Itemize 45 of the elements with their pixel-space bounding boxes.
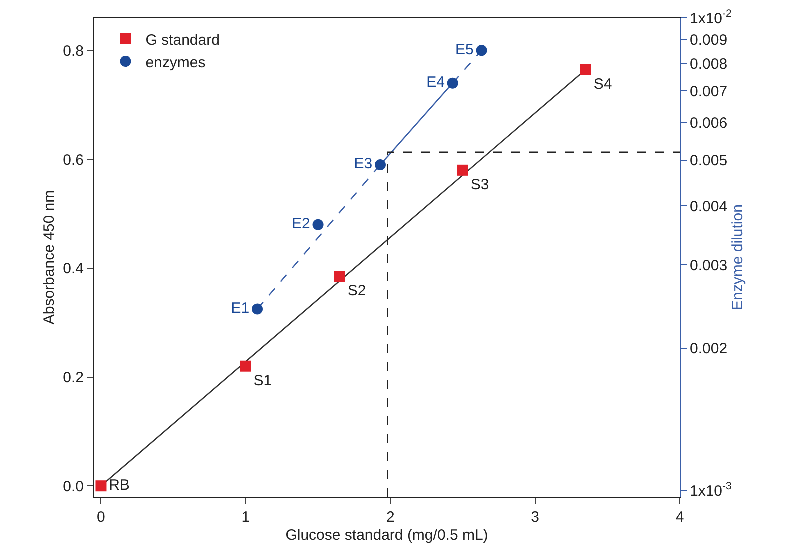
- point: [240, 360, 252, 372]
- y-tick-label: 0.6: [63, 152, 84, 169]
- y-tick-label: 0.4: [63, 260, 84, 278]
- y2-tick-label: 0.005: [690, 152, 728, 170]
- data-label: S2: [348, 282, 366, 300]
- point: [476, 45, 488, 56]
- data-label: S1: [254, 372, 272, 390]
- data-label: E2: [292, 216, 310, 233]
- data-label: S3: [470, 176, 490, 194]
- y2-tick-label: 0.002: [690, 340, 728, 358]
- y-tick-label: 0.2: [63, 370, 84, 386]
- y2-axis-title: Enzyme dilution: [730, 204, 747, 310]
- data-label: E5: [456, 41, 474, 58]
- x-tick-label: 0: [97, 509, 106, 526]
- x-axis-title: Glucose standard (mg/0.5 mL): [286, 527, 488, 544]
- legend-label: enzymes: [146, 54, 206, 72]
- point: [312, 219, 324, 230]
- y2-tick-label: 0.008: [690, 56, 728, 74]
- data-label: E3: [354, 156, 373, 173]
- y2-tick-label: 1x10$^{-3}$: [690, 480, 732, 500]
- y-tick-label: 0.8: [63, 42, 84, 60]
- data-label: E1: [231, 300, 250, 317]
- x-tick-label: 1: [242, 509, 250, 526]
- y2-tick-label: 1x10$^{-2}$: [690, 8, 732, 28]
- point: [374, 159, 386, 170]
- y2-tick-label: 0.003: [690, 257, 728, 274]
- y2-tick-label: 0.009: [690, 32, 728, 49]
- data-label: E4: [426, 74, 445, 92]
- data-label: RB: [109, 476, 130, 494]
- point: [252, 304, 263, 315]
- y2-tick-label: 0.007: [690, 83, 728, 100]
- point: [447, 78, 458, 89]
- y-tick-label: 0.0: [63, 478, 84, 496]
- y2-tick-label: 0.004: [690, 198, 728, 216]
- y2-tick-label: 0.006: [690, 115, 728, 132]
- x-tick-label: 3: [531, 509, 540, 526]
- y-axis-title: Absorbance 450 nm: [41, 190, 58, 325]
- x-tick-label: 4: [676, 509, 684, 526]
- point: [580, 64, 592, 76]
- data-label: S4: [594, 76, 612, 93]
- point: [96, 480, 107, 492]
- legend-label: G standard: [146, 32, 220, 49]
- point: [457, 164, 468, 176]
- x-tick-label: 2: [386, 509, 395, 526]
- point: [334, 271, 346, 282]
